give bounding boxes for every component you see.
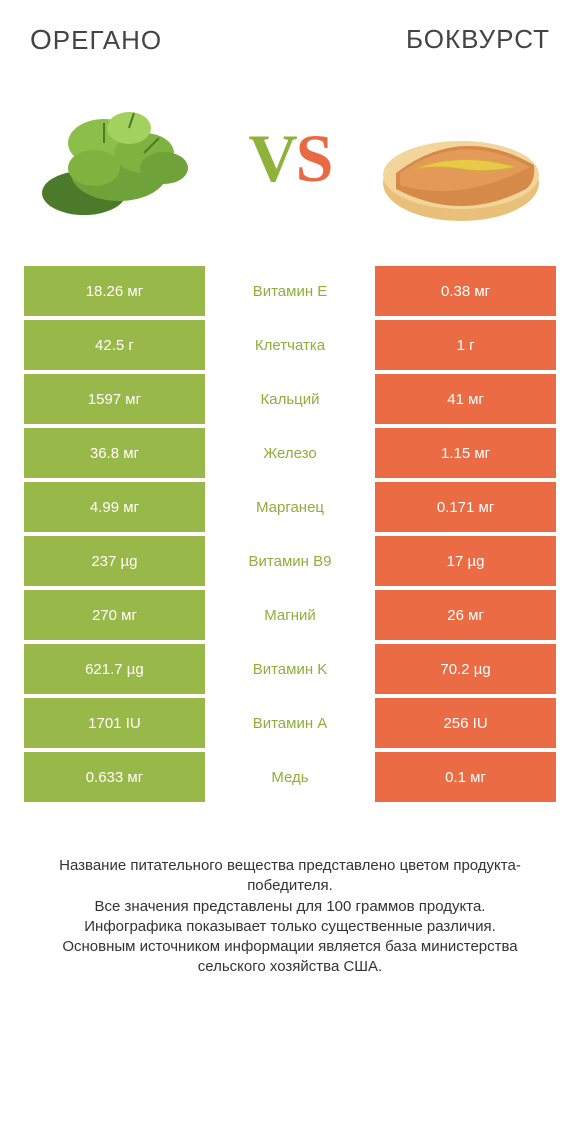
table-row: 0.633 мгМедь0.1 мг [24,752,556,802]
nutrient-name: Кальций [205,374,375,424]
value-right: 0.171 мг [375,482,556,532]
table-row: 237 µgВитамин B917 µg [24,536,556,586]
nutrient-name: Клетчатка [205,320,375,370]
title-left-rest: РЕГАНО [53,25,162,55]
footer-note: Название питательного вещества представл… [0,806,580,998]
nutrient-name: Витамин E [205,266,375,316]
nutrient-name: Медь [205,752,375,802]
value-right: 26 мг [375,590,556,640]
nutrient-name: Витамин B9 [205,536,375,586]
title-left-first: О [30,24,53,55]
value-right: 0.38 мг [375,266,556,316]
value-left: 18.26 мг [24,266,205,316]
title-right: БОКВУРСТ [406,24,550,56]
header: ОРЕГАНО БОКВУРСТ [0,0,580,66]
nutrient-name: Витамин A [205,698,375,748]
footer-line-1: Название питательного вещества представл… [28,856,552,897]
table-row: 1701 IUВитамин A256 IU [24,698,556,748]
value-left: 1701 IU [24,698,205,748]
oregano-image [24,73,214,243]
table-row: 42.5 гКлетчатка1 г [24,320,556,370]
nutrient-name: Витамин K [205,644,375,694]
value-left: 237 µg [24,536,205,586]
value-left: 36.8 мг [24,428,205,478]
vs-label: VS [249,119,332,198]
nutrient-name: Магний [205,590,375,640]
table-row: 36.8 мгЖелезо1.15 мг [24,428,556,478]
value-left: 42.5 г [24,320,205,370]
value-right: 256 IU [375,698,556,748]
bockwurst-image [366,73,556,243]
value-right: 0.1 мг [375,752,556,802]
title-left: ОРЕГАНО [30,24,162,56]
vs-v: V [249,120,296,196]
table-row: 1597 мгКальций41 мг [24,374,556,424]
comparison-table: 18.26 мгВитамин E0.38 мг42.5 гКлетчатка1… [0,266,580,806]
value-right: 70.2 µg [375,644,556,694]
table-row: 4.99 мгМарганец0.171 мг [24,482,556,532]
value-right: 17 µg [375,536,556,586]
value-left: 0.633 мг [24,752,205,802]
value-left: 621.7 µg [24,644,205,694]
value-left: 4.99 мг [24,482,205,532]
table-row: 270 мгМагний26 мг [24,590,556,640]
footer-line-2: Все значения представлены для 100 граммо… [28,897,552,917]
footer-line-4: Основным источником информации является … [28,937,552,978]
table-row: 18.26 мгВитамин E0.38 мг [24,266,556,316]
value-right: 1 г [375,320,556,370]
vs-s: S [296,120,332,196]
value-right: 1.15 мг [375,428,556,478]
value-right: 41 мг [375,374,556,424]
nutrient-name: Марганец [205,482,375,532]
vs-row: VS [0,66,580,266]
nutrient-name: Железо [205,428,375,478]
value-left: 1597 мг [24,374,205,424]
footer-line-3: Инфографика показывает только существенн… [28,917,552,937]
value-left: 270 мг [24,590,205,640]
table-row: 621.7 µgВитамин K70.2 µg [24,644,556,694]
